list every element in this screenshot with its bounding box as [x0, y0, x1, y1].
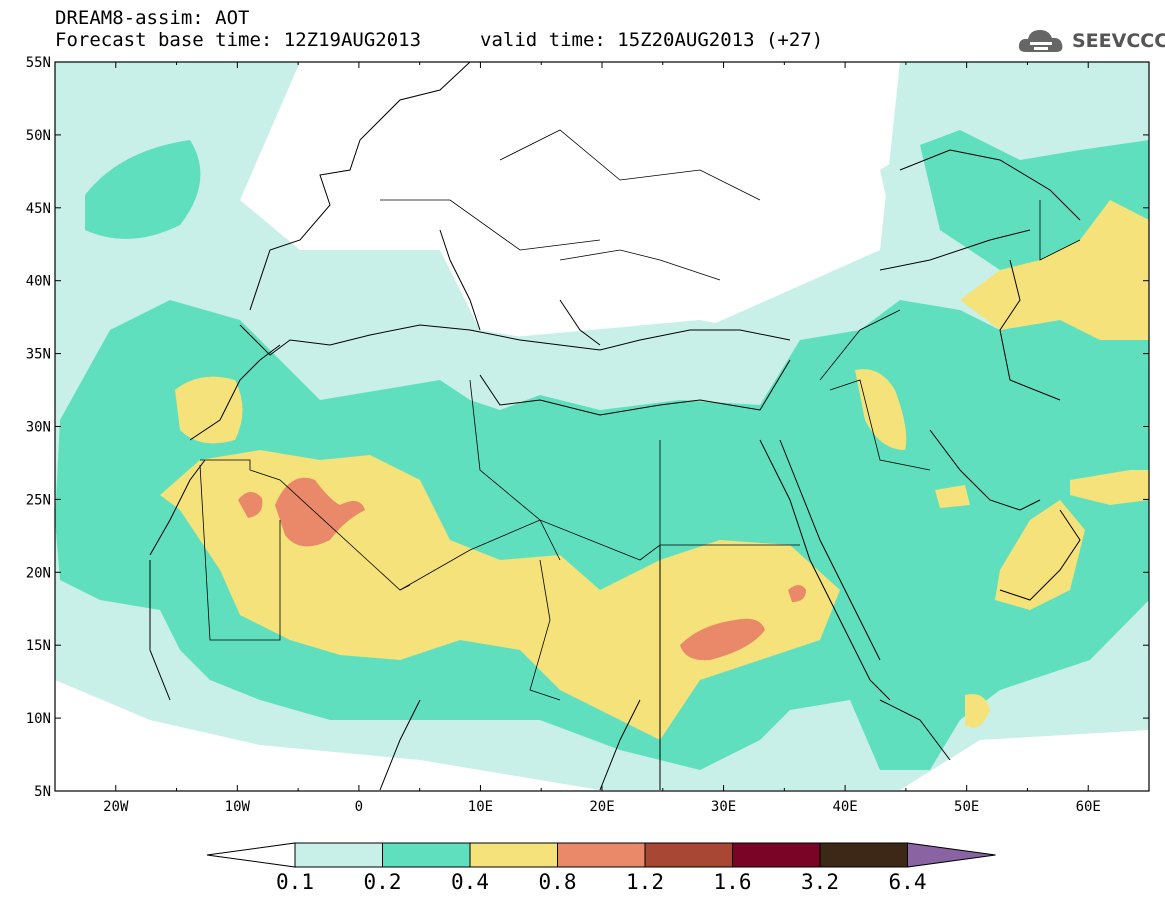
lat-label: 35N — [26, 347, 51, 363]
lon-label: 10W — [225, 799, 251, 815]
colorbar-label: 0.2 — [364, 870, 402, 894]
colorbar-swatch — [819, 842, 908, 868]
colorbar-swatch — [294, 842, 383, 868]
lat-label: 50N — [26, 128, 51, 144]
latitude-labels: 55N 50N 45N 40N 35N 30N 25N 20N 15N 10N 5N — [26, 55, 51, 800]
lon-label: 60E — [1076, 799, 1101, 815]
longitude-labels: 20W 10W 0 10E 20E 30E 40E 50E 60E — [103, 799, 1101, 815]
chart-title: DREAM8-assim: AOT — [55, 7, 250, 29]
colorbar-swatch — [469, 842, 558, 868]
country-borders — [199, 129, 1081, 701]
colorbar-swatch — [644, 842, 733, 868]
colorbar-over-arrow — [907, 842, 996, 868]
cloud-icon — [1018, 30, 1063, 52]
colorbar-under-arrow — [206, 842, 296, 868]
lon-label: 30E — [711, 799, 736, 815]
lat-label: 40N — [26, 274, 51, 290]
axis-ticks — [54, 61, 1150, 792]
aot-level-0-8 — [275, 477, 365, 547]
lon-label: 50E — [954, 799, 979, 815]
forecast-base-time: Forecast base time: 12Z19AUG2013 — [55, 29, 422, 51]
lon-label: 10E — [468, 799, 493, 815]
colorbar-swatch — [557, 842, 646, 868]
lon-label: 20E — [589, 799, 614, 815]
colorbar-swatch — [382, 842, 471, 868]
colorbar-label: 0.1 — [276, 870, 314, 894]
lat-label: 25N — [26, 492, 51, 508]
aot-field — [55, 62, 1149, 790]
colorbar-label: 6.4 — [889, 870, 927, 894]
coastlines — [149, 62, 1081, 791]
lat-label: 20N — [26, 565, 51, 581]
lat-label: 5N — [34, 784, 51, 800]
lon-label: 40E — [832, 799, 857, 815]
colorbar-swatch — [732, 842, 821, 868]
colorbar-label: 1.6 — [714, 870, 752, 894]
lat-label: 45N — [26, 201, 51, 217]
colorbar-label: 0.8 — [539, 870, 577, 894]
colorbar-label: 3.2 — [801, 870, 839, 894]
colorbar: 0.1 0.2 0.4 0.8 1.2 1.6 3.2 6.4 — [206, 842, 996, 894]
lat-label: 10N — [26, 711, 51, 727]
logo-text: SEEVCCC — [1072, 30, 1165, 52]
valid-time: valid time: 15Z20AUG2013 (+27) — [480, 29, 824, 51]
lon-label: 20W — [103, 799, 129, 815]
colorbar-label: 1.2 — [626, 870, 664, 894]
colorbar-label: 0.4 — [451, 870, 489, 894]
lon-label: 0 — [355, 799, 363, 815]
seevccc-logo: SEEVCCC — [1016, 22, 1165, 62]
lat-label: 30N — [26, 420, 51, 436]
lat-label: 55N — [26, 55, 51, 71]
lat-label: 15N — [26, 638, 51, 654]
